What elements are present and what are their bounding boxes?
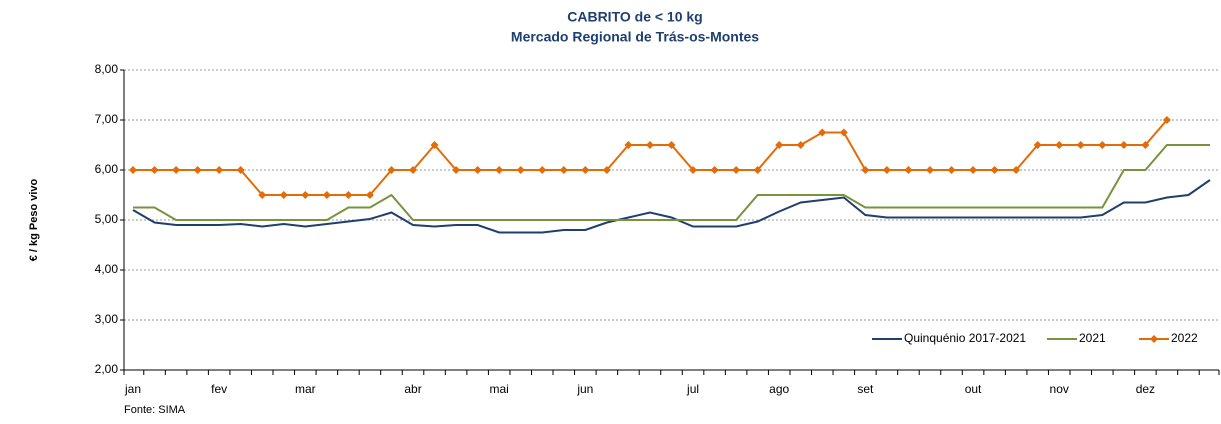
point-marker [732,166,741,174]
x-tick-label: ago [769,382,789,396]
point-marker [279,191,288,199]
legend-marker [1150,335,1158,343]
point-marker [172,166,181,174]
point-marker [990,166,999,174]
point-marker [775,141,784,149]
point-marker [904,166,913,174]
point-marker [925,166,934,174]
point-marker [861,166,870,174]
point-marker [215,166,224,174]
point-marker [473,166,482,174]
point-marker [710,166,719,174]
y-tick-label: 5,00 [95,212,119,226]
point-marker [667,141,676,149]
point-marker [1055,141,1064,149]
y-tick-label: 3,00 [95,312,119,326]
x-tick-label: set [857,382,874,396]
series-line [132,179,1211,234]
point-marker [258,191,267,199]
y-tick-label: 8,00 [95,62,119,76]
point-marker [1162,116,1171,124]
point-marker [947,166,956,174]
point-marker [516,166,525,174]
point-marker [1012,166,1021,174]
point-marker [387,166,396,174]
point-marker [839,128,848,137]
legend-label: 2022 [1171,331,1198,345]
point-marker [645,141,654,149]
point-marker [624,141,633,149]
x-tick-label: jul [686,382,699,396]
point-marker [818,128,827,137]
x-tick-label: dez [1136,382,1155,396]
point-marker [1098,141,1107,149]
point-marker [882,166,891,174]
point-marker [1076,141,1085,149]
y-tick-label: 7,00 [95,112,119,126]
point-marker [344,191,353,199]
point-marker [689,166,698,174]
y-tick-label: 4,00 [95,262,119,276]
source-note: Fonte: SIMA [124,404,186,416]
chart-title: CABRITO de < 10 kg [567,9,703,25]
point-marker [452,166,461,174]
x-tick-label: abr [404,382,421,396]
point-marker [193,166,202,174]
series-line [133,144,1210,221]
point-marker [236,166,245,174]
point-marker [1141,141,1150,149]
point-marker [969,166,978,174]
x-tick-label: mai [490,382,509,396]
x-tick-label: mar [295,382,316,396]
legend-label: Quinquénio 2017-2021 [904,331,1026,345]
point-marker [796,141,805,149]
point-marker [538,166,547,174]
point-marker [1119,141,1128,149]
x-tick-label: out [965,382,982,396]
legend-label: 2021 [1079,331,1106,345]
x-tick-label: jun [576,382,593,396]
point-marker [322,191,331,199]
point-marker [430,141,439,149]
point-marker [602,166,611,174]
y-tick-label: 2,00 [95,362,119,376]
point-marker [409,166,418,174]
point-marker [129,166,137,174]
point-marker [150,166,159,174]
point-marker [1033,141,1042,149]
point-marker [559,166,568,174]
x-tick-label: jan [124,382,141,396]
y-tick-label: 6,00 [95,162,119,176]
point-marker [365,191,374,199]
x-tick-label: fev [211,382,227,396]
point-marker [301,191,310,199]
chart-subtitle: Mercado Regional de Trás-os-Montes [511,29,759,45]
x-tick-label: nov [1050,382,1069,396]
series-line [133,119,1168,196]
y-axis-label: € / kg Peso vivo [28,178,40,261]
point-marker [581,166,590,174]
point-marker [495,166,504,174]
point-marker [753,166,762,174]
